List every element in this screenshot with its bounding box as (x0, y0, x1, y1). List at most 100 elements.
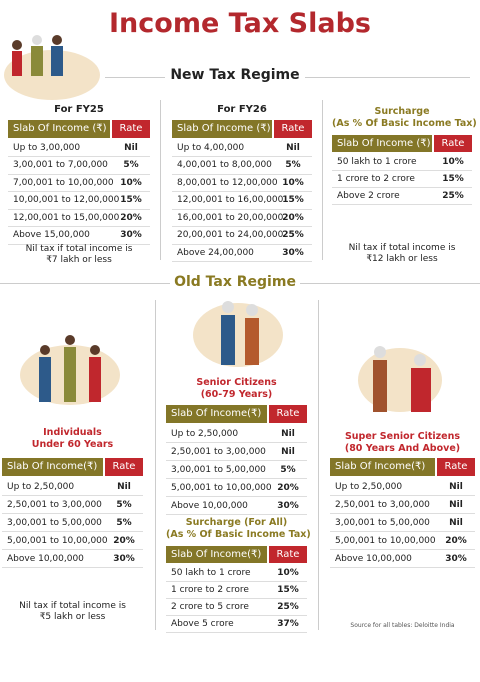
table-cell: 20,00,001 to 24,00,000 (177, 230, 284, 240)
row-rule (330, 513, 475, 514)
table-cell: 10% (442, 157, 464, 167)
row-rule (172, 243, 312, 245)
section-heading: New Tax Regime (170, 67, 300, 83)
row-rule (330, 567, 475, 568)
row-rule (166, 496, 307, 497)
table-cell: 20% (113, 536, 135, 546)
table-cell: 15% (120, 195, 142, 205)
table-header: Slab Of Income(₹) (2, 458, 103, 476)
table-cell: Nil (281, 429, 295, 439)
row-rule (330, 531, 475, 532)
table-cell: 12,00,001 to 15,00,000 (13, 212, 120, 223)
table-cell: Up to 2,50,000 (171, 429, 239, 439)
table-cell: 30% (277, 501, 299, 511)
table-title: For FY26 (217, 104, 267, 115)
table-header: Slab Of Income(₹) (166, 405, 267, 423)
table-cell: 20% (445, 536, 467, 546)
row-rule (166, 615, 307, 616)
row-rule (2, 513, 143, 514)
table-cell: Above 2 crore (337, 191, 400, 201)
table-title: (As % Of Basic Income Tax) (332, 118, 477, 129)
note: Nil tax if total income is (348, 243, 456, 253)
table-cell: 37% (277, 619, 299, 629)
table-cell: 25% (282, 230, 304, 240)
table-cell: 2 crore to 5 crore (171, 602, 249, 612)
table-cell: 16,00,001 to 20,00,000 (177, 212, 284, 223)
row-rule (332, 170, 472, 171)
row-rule (172, 261, 312, 262)
row-rule (172, 191, 312, 192)
row-rule (2, 549, 143, 550)
table-cell: 4,00,001 to 8,00,000 (177, 160, 272, 170)
row-rule (166, 460, 307, 461)
illustration (4, 35, 100, 100)
table-cell: 5% (285, 160, 301, 170)
row-rule (330, 549, 475, 550)
table-cell: 3,00,001 to 5,00,000 (7, 518, 102, 528)
table-cell: Nil (449, 500, 463, 510)
illustration (193, 301, 283, 367)
divider (322, 100, 323, 260)
table-title: Surcharge (For All) (185, 517, 288, 528)
row-rule (8, 173, 150, 175)
rule (0, 283, 170, 284)
row-rule (8, 226, 150, 227)
source: Source for all tables: Deloitte India (350, 622, 455, 629)
table-cell: 5,00,001 to 10,00,000 (335, 536, 436, 546)
divider (160, 100, 161, 260)
table-cell: Nil (281, 447, 295, 457)
table-cell: 10% (120, 177, 142, 188)
table-title: (As % Of Basic Income Tax) (166, 529, 311, 540)
table-cell: 1 crore to 2 crore (171, 585, 249, 595)
row-rule (332, 187, 472, 188)
note: ₹7 lakh or less (46, 255, 112, 265)
table-header: Rate (274, 120, 312, 138)
table-cell: 10% (277, 568, 299, 578)
table-header: Slab Of Income (₹) (172, 120, 272, 138)
table-cell: 5% (123, 160, 139, 170)
row-rule (8, 243, 150, 245)
row-rule (166, 632, 307, 633)
table-title: (60-79 Years) (200, 389, 273, 400)
table-cell: 20% (282, 212, 304, 223)
table-title: For FY25 (54, 104, 104, 115)
table-cell: 2,50,001 to 3,00,000 (171, 447, 266, 457)
table-cell: 20% (277, 483, 299, 493)
table-cell: Nil (449, 518, 463, 528)
table-cell: Above 10,00,000 (7, 554, 84, 564)
table-cell: 5% (116, 500, 132, 510)
table-title: Surcharge (374, 106, 430, 117)
row-rule (172, 208, 312, 210)
row-rule (172, 173, 312, 175)
row-rule (8, 191, 150, 192)
table-title: Individuals (43, 427, 102, 438)
table-header: Rate (269, 405, 307, 423)
table-cell: 25% (277, 602, 299, 612)
table-header: Slab Of Income (₹) (8, 120, 110, 138)
table-cell: 15% (282, 195, 304, 205)
table-cell: Up to 2,50,000 (7, 482, 75, 492)
table-cell: 15% (442, 174, 464, 184)
table-cell: 8,00,001 to 12,00,000 (177, 177, 278, 188)
table-cell: 10% (282, 177, 304, 188)
table-cell: 30% (445, 554, 467, 564)
table-cell: 50 lakh to 1 crore (337, 157, 417, 167)
row-rule (332, 204, 472, 205)
table-cell: 5,00,001 to 10,00,000 (7, 536, 108, 546)
table-cell: 3,00,001 to 5,00,000 (171, 465, 266, 475)
row-rule (172, 156, 312, 157)
row-rule (2, 531, 143, 532)
rule (305, 77, 470, 78)
table-header: Rate (269, 546, 307, 563)
table-cell: 2,50,001 to 3,00,000 (7, 500, 102, 510)
table-header: Rate (437, 458, 475, 476)
illustration (20, 335, 120, 405)
table-cell: 5,00,001 to 10,00,000 (171, 483, 272, 493)
table-cell: 50 lakh to 1 crore (171, 568, 251, 578)
table-cell: Nil (449, 482, 463, 492)
table-cell: 1 crore to 2 crore (337, 174, 415, 184)
table-header: Slab Of Income(₹) (166, 546, 267, 563)
table-cell: Up to 2,50,000 (335, 482, 403, 492)
table-cell: 3,00,001 to 5,00,000 (335, 518, 430, 528)
